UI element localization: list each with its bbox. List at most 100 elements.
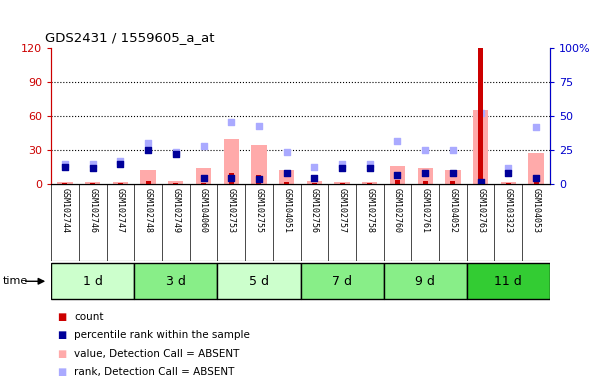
Point [504,165,513,171]
Point [254,122,264,129]
Bar [201,183,206,184]
Point [504,170,513,177]
Point [115,161,125,167]
Point [337,161,347,167]
Text: GSM102757: GSM102757 [338,188,347,233]
Text: GSM102747: GSM102747 [116,188,125,233]
Text: rank, Detection Call = ABSENT: rank, Detection Call = ABSENT [74,367,234,377]
Text: 1 d: 1 d [83,275,103,288]
Point [531,124,541,130]
Text: GSM102760: GSM102760 [393,188,402,233]
Bar [168,181,183,184]
Bar [141,170,156,184]
Bar [340,183,344,184]
Point [199,174,209,180]
Text: ■: ■ [57,312,66,322]
Point [227,174,236,180]
Bar [334,182,350,184]
Point [476,179,486,185]
Point [88,161,97,167]
Bar [312,183,317,184]
Text: GSM102746: GSM102746 [88,188,97,233]
Bar [450,181,456,184]
Point [365,161,374,167]
Text: ■: ■ [57,349,66,359]
Point [143,141,153,147]
Bar [85,182,100,184]
Bar [251,144,267,184]
Text: ■: ■ [57,330,66,340]
Bar [473,111,488,184]
Bar [63,183,67,184]
Point [531,174,541,180]
Text: GSM102753: GSM102753 [227,188,236,233]
Point [337,165,347,171]
Point [310,164,319,170]
Point [60,164,70,170]
Point [88,165,97,171]
Point [60,161,70,167]
Text: GSM104051: GSM104051 [282,188,291,233]
Bar [51,263,134,300]
Point [227,119,236,125]
Point [143,147,153,153]
Bar [528,152,544,184]
Bar [467,263,550,300]
Text: GDS2431 / 1559605_a_at: GDS2431 / 1559605_a_at [45,31,215,44]
Point [282,149,291,155]
Text: GSM104052: GSM104052 [448,188,457,233]
Bar [478,48,483,184]
Text: GSM102763: GSM102763 [476,188,485,233]
Bar [134,263,218,300]
Bar [418,169,433,184]
Text: ■: ■ [57,367,66,377]
Text: percentile rank within the sample: percentile rank within the sample [74,330,250,340]
Text: GSM102748: GSM102748 [144,188,153,233]
Bar [395,180,400,184]
Bar [113,182,128,184]
Bar [257,175,261,184]
Text: GSM104060: GSM104060 [199,188,208,233]
Point [171,151,181,157]
Bar [224,139,239,184]
Point [171,149,181,155]
Bar [501,182,516,184]
Text: GSM102744: GSM102744 [61,188,70,233]
Text: 3 d: 3 d [166,275,186,288]
Bar [362,182,377,184]
Point [448,170,458,177]
Bar [173,183,178,184]
Bar [300,263,383,300]
Text: GSM102755: GSM102755 [254,188,263,233]
Text: GSM102761: GSM102761 [421,188,430,233]
Point [392,137,402,144]
Bar [423,181,428,184]
Text: 7 d: 7 d [332,275,352,288]
Point [282,170,291,177]
Text: 11 d: 11 d [495,275,522,288]
Point [392,172,402,178]
Text: GSM102749: GSM102749 [171,188,180,233]
Point [365,165,374,171]
Bar [390,166,405,184]
Bar [229,173,234,184]
Text: GSM102756: GSM102756 [310,188,319,233]
Text: 9 d: 9 d [415,275,435,288]
Bar [57,182,73,184]
Bar [534,175,538,184]
Bar [218,263,300,300]
Bar [367,183,372,184]
Point [421,170,430,177]
Text: 5 d: 5 d [249,275,269,288]
Bar [445,170,460,184]
Text: value, Detection Call = ABSENT: value, Detection Call = ABSENT [74,349,239,359]
Point [448,147,458,153]
Bar [145,181,151,184]
Point [421,147,430,153]
Text: GSM104053: GSM104053 [531,188,540,233]
Text: GSM103323: GSM103323 [504,188,513,233]
Text: count: count [74,312,103,322]
Point [310,174,319,180]
Bar [506,183,511,184]
Point [115,158,125,164]
